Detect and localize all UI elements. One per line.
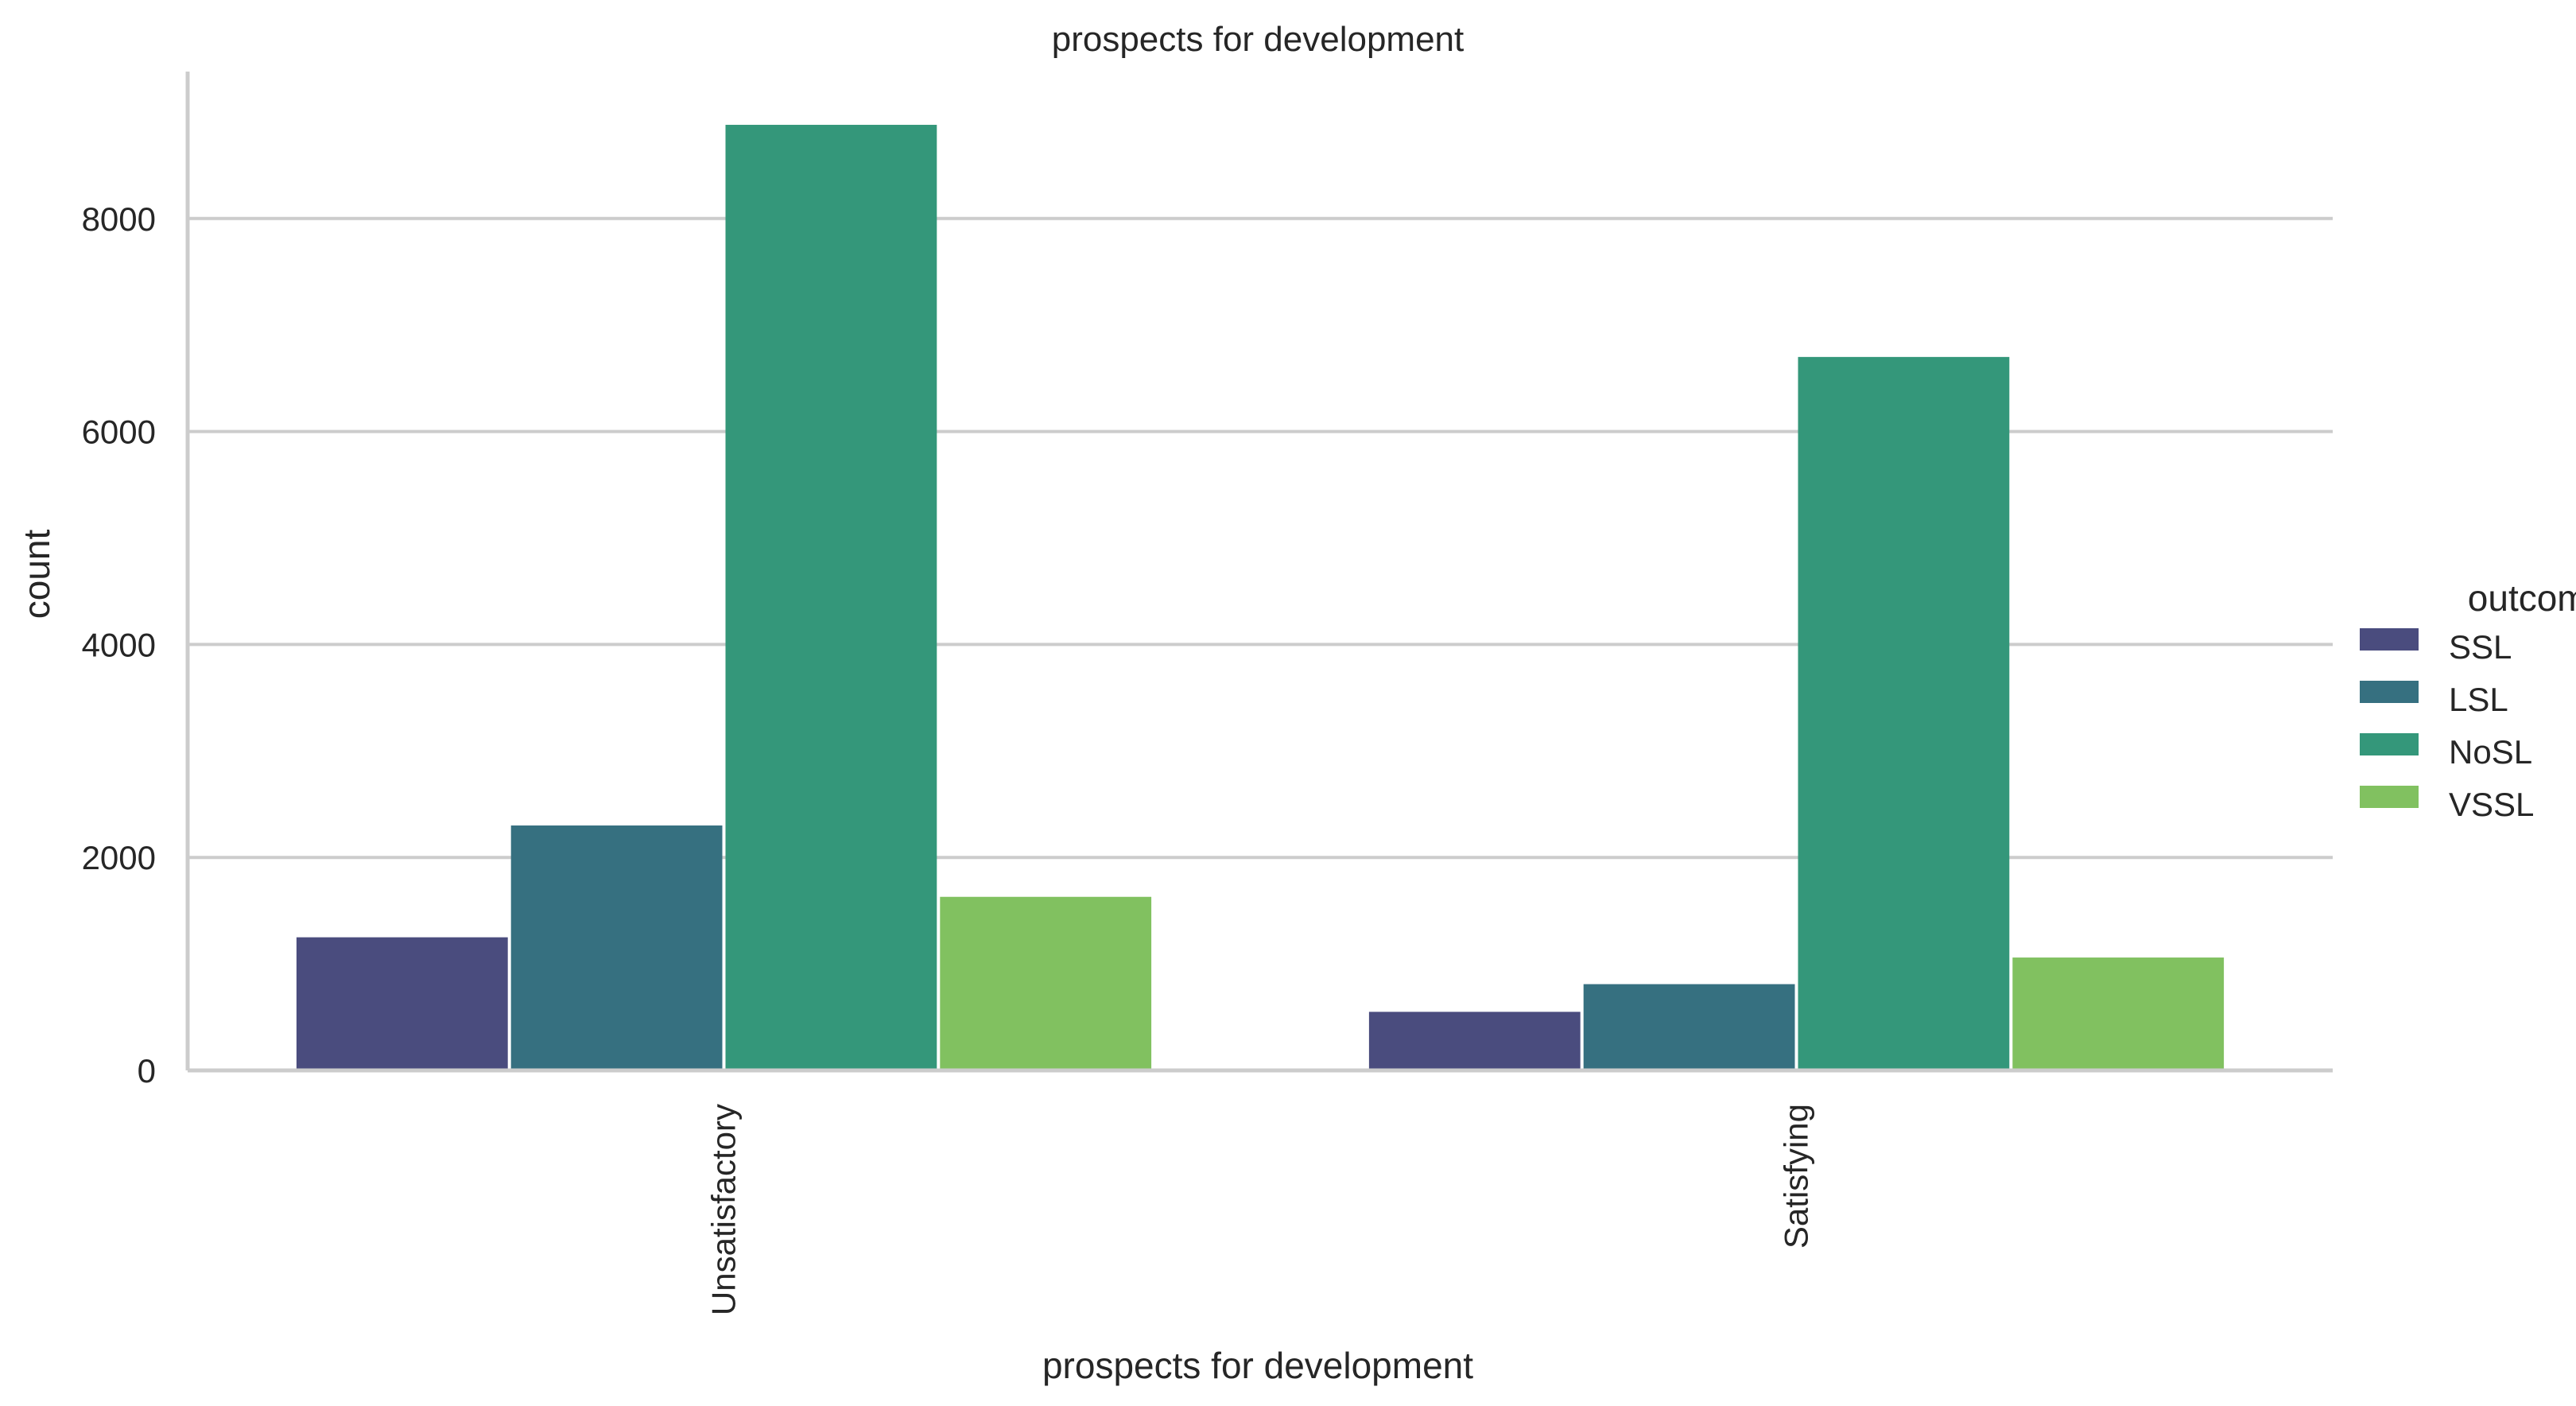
- y-tick-label: 6000: [82, 414, 156, 451]
- gridlines: [188, 216, 2333, 860]
- bar-nosl-satisfying: [1798, 356, 2010, 1070]
- axes: [185, 72, 2333, 1073]
- bar-ssl-satisfying: [1368, 1012, 1581, 1070]
- bar-nosl-unsatisfactory: [725, 124, 937, 1071]
- legend-swatch-lsl: [2360, 681, 2419, 703]
- legend-swatch-nosl: [2360, 733, 2419, 755]
- legend-swatch-ssl: [2360, 628, 2419, 651]
- bar-vssl-unsatisfactory: [940, 896, 1152, 1070]
- x-tick-label: Satisfying: [1778, 1104, 1815, 1249]
- y-tick-label: 4000: [82, 626, 156, 663]
- bar-vssl-satisfying: [2012, 957, 2225, 1070]
- legend-label-vssl: VSSL: [2449, 786, 2534, 823]
- bar-lsl-satisfying: [1583, 984, 1795, 1070]
- legend-items: SSL LSL NoSL VSSL: [2360, 628, 2534, 823]
- bars: [296, 124, 2225, 1071]
- legend: outcome SSL LSL NoSL VSSL: [2360, 577, 2576, 823]
- y-tick-label: 2000: [82, 839, 156, 876]
- x-tick-label: Unsatisfactory: [705, 1104, 743, 1315]
- chart-title: prospects for development: [1052, 20, 1465, 59]
- y-axis-label: count: [16, 530, 57, 619]
- legend-title: outcome: [2468, 577, 2576, 619]
- bar-ssl-unsatisfactory: [296, 937, 508, 1070]
- bar-lsl-unsatisfactory: [510, 825, 723, 1070]
- y-tick-labels: 0 2000 4000 6000 8000: [82, 200, 156, 1089]
- y-tick-label: 8000: [82, 200, 156, 238]
- x-tick-labels: Unsatisfactory Satisfying: [705, 1104, 1815, 1315]
- legend-label-nosl: NoSL: [2449, 733, 2532, 771]
- legend-swatch-vssl: [2360, 786, 2419, 808]
- legend-label-ssl: SSL: [2449, 628, 2512, 666]
- legend-label-lsl: LSL: [2449, 681, 2508, 718]
- y-tick-label: 0: [138, 1052, 156, 1089]
- x-axis-label: prospects for development: [1042, 1345, 1473, 1386]
